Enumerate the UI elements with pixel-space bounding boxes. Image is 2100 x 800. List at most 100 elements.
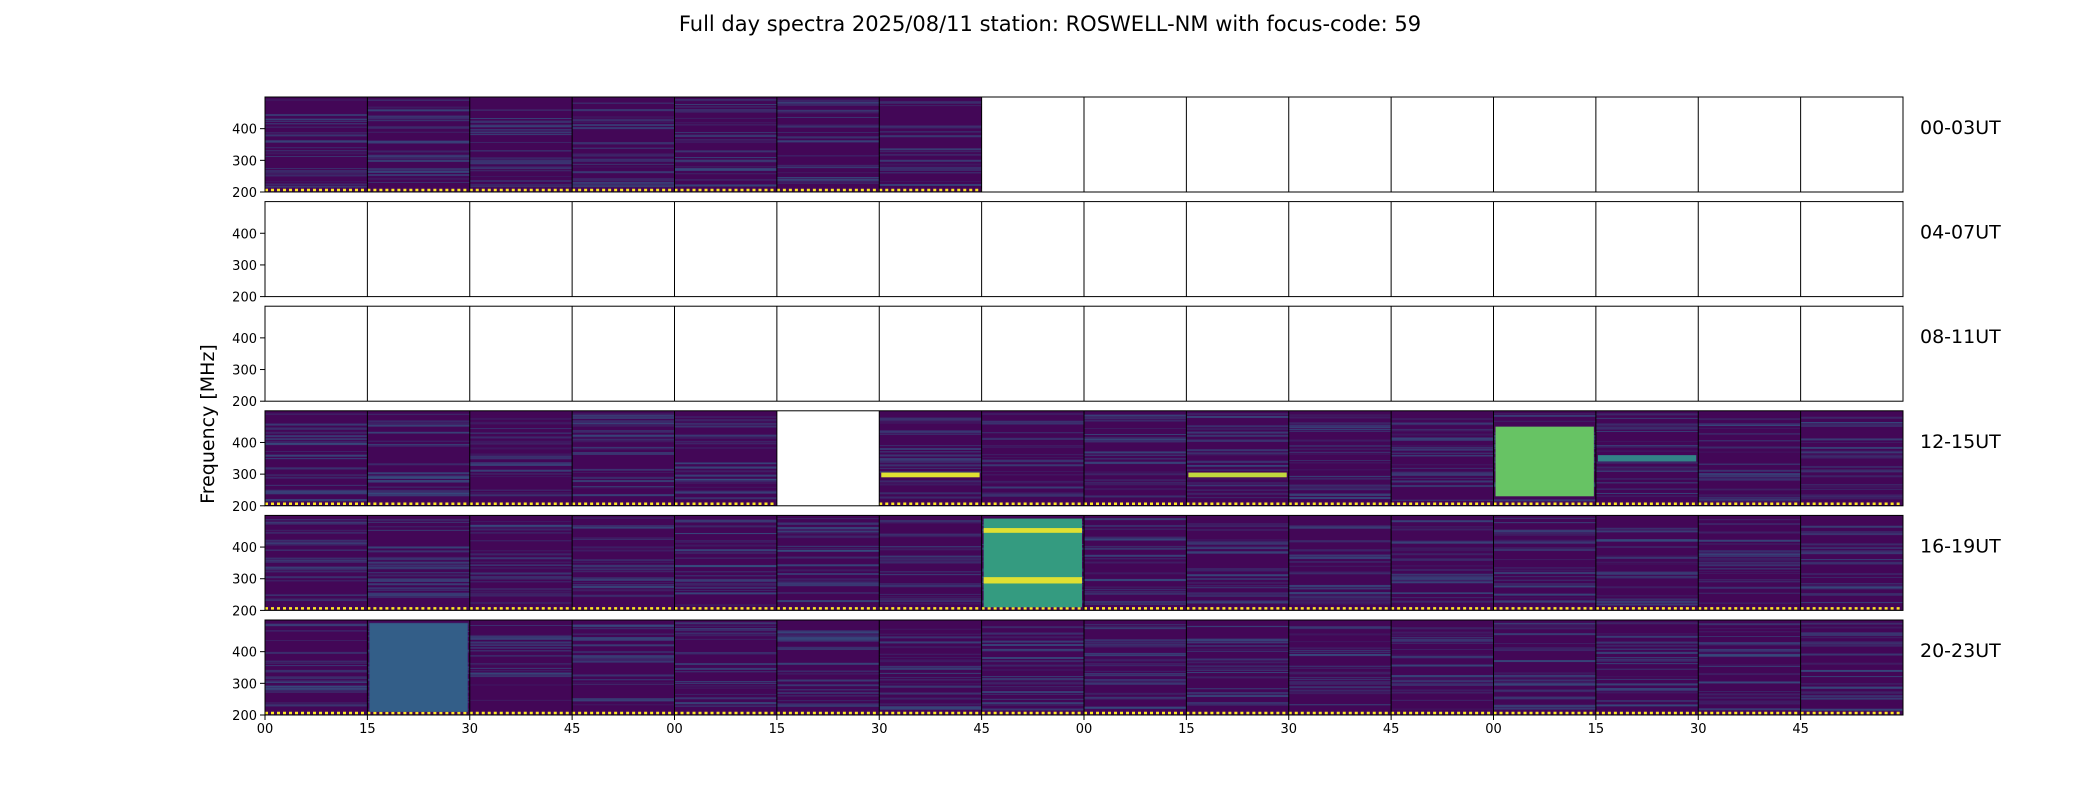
row-label: 12-15UT bbox=[1920, 431, 2001, 453]
spectrum-panel bbox=[674, 620, 777, 715]
x-tick-label: 30 bbox=[1690, 722, 1707, 737]
burst-mark bbox=[1495, 426, 1594, 497]
spectrum-panel bbox=[1698, 620, 1801, 715]
spectrum-panel bbox=[367, 97, 470, 192]
burst-mark bbox=[1597, 455, 1697, 462]
y-tick-label: 400 bbox=[232, 436, 257, 451]
row-label: 04-07UT bbox=[1920, 222, 2001, 244]
spectrum-panel bbox=[981, 620, 1084, 715]
spectrum-panel bbox=[367, 515, 470, 611]
spectrum-panel bbox=[1186, 410, 1289, 506]
x-tick-label: 45 bbox=[1792, 722, 1809, 737]
spectrum-panel bbox=[981, 410, 1084, 506]
spectrum-panel bbox=[1493, 515, 1596, 611]
burst-mark bbox=[1188, 472, 1287, 478]
spectrum-panel bbox=[469, 620, 573, 715]
y-tick-label: 200 bbox=[232, 604, 257, 619]
spectrum-panel bbox=[469, 515, 573, 611]
spectrum-panel bbox=[367, 410, 470, 506]
spectra-row-08-11UT: 200 300 400 08-11UT bbox=[232, 305, 2001, 410]
x-tick-label: 00 bbox=[1076, 722, 1093, 737]
burst-mark bbox=[983, 518, 1082, 608]
x-tick-label: 30 bbox=[1280, 722, 1297, 737]
y-tick-label: 300 bbox=[232, 677, 257, 692]
spectrum-panel bbox=[572, 620, 675, 715]
row-label: 00-03UT bbox=[1920, 117, 2001, 139]
spectrum-panel bbox=[1698, 515, 1801, 611]
spectrum-panel bbox=[1800, 410, 1903, 506]
spectrum-panel bbox=[674, 515, 777, 611]
spectrum-panel bbox=[674, 410, 777, 506]
burst-mark bbox=[369, 623, 468, 712]
y-tick-label: 400 bbox=[232, 332, 257, 347]
spectrum-panel bbox=[572, 97, 675, 192]
spectrum-panel bbox=[879, 620, 982, 715]
x-tick-label: 00 bbox=[1485, 722, 1502, 737]
x-tick-label: 15 bbox=[769, 722, 786, 737]
burst-mark bbox=[881, 472, 980, 478]
spectrum-panel bbox=[879, 515, 982, 611]
x-tick-label: 00 bbox=[666, 722, 683, 737]
spectrum-panel bbox=[1800, 515, 1903, 611]
x-tick-label: 30 bbox=[461, 722, 478, 737]
spectrum-panel bbox=[469, 410, 573, 506]
spectrum-panel bbox=[776, 515, 880, 611]
spectrum-panel bbox=[1186, 620, 1289, 715]
spectrum-panel bbox=[572, 410, 675, 506]
spectrum-panel bbox=[265, 97, 368, 192]
spectrum-panel bbox=[1288, 515, 1392, 611]
spectrum-panel bbox=[1493, 620, 1596, 715]
chart-title: Full day spectra 2025/08/11 station: ROS… bbox=[678, 12, 1422, 36]
burst-mark bbox=[983, 577, 1082, 584]
x-tick-label: 15 bbox=[1588, 722, 1605, 737]
y-tick-label: 200 bbox=[232, 291, 257, 306]
y-tick-label: 200 bbox=[232, 500, 257, 515]
spectrum-panel bbox=[1391, 515, 1494, 611]
x-tick-label: 45 bbox=[973, 722, 990, 737]
row-label: 20-23UT bbox=[1920, 640, 2001, 662]
y-tick-label: 400 bbox=[232, 123, 257, 138]
spectrum-panel bbox=[265, 620, 368, 715]
spectrum-panel bbox=[1391, 620, 1494, 715]
burst-mark bbox=[983, 528, 1082, 533]
spectrum-panel bbox=[1084, 620, 1187, 715]
spectrum-panel bbox=[1698, 410, 1801, 506]
spectrum-panel bbox=[1084, 410, 1187, 506]
x-tick-label: 30 bbox=[871, 722, 888, 737]
y-tick-label: 200 bbox=[232, 709, 257, 724]
spectrum-panel bbox=[265, 515, 368, 611]
y-tick-label: 400 bbox=[232, 646, 257, 661]
spectrum-panel bbox=[1288, 620, 1392, 715]
y-tick-label: 300 bbox=[232, 154, 257, 169]
spectrum-panel bbox=[1800, 620, 1903, 715]
spectrum-panel bbox=[776, 97, 880, 192]
row-label: 08-11UT bbox=[1920, 326, 2001, 348]
spectrum-panel bbox=[1595, 620, 1699, 715]
spectrum-panel bbox=[1391, 410, 1494, 506]
spectrum-panel bbox=[1186, 515, 1289, 611]
spectrum-panel bbox=[1288, 410, 1392, 506]
spectra-row-04-07UT: 200 300 400 04-07UT bbox=[232, 201, 2001, 306]
spectrum-panel bbox=[674, 97, 777, 192]
spectrum-panel bbox=[265, 410, 368, 506]
y-tick-label: 400 bbox=[232, 227, 257, 242]
y-tick-label: 300 bbox=[232, 573, 257, 588]
spectra-row-16-19UT: 200 300 400 16-19UT bbox=[232, 514, 2001, 619]
spectra-row-00-03UT: 200 300 400 00-03UT bbox=[232, 96, 2001, 201]
spectra-row-12-15UT: 200 300 400 12-15UT bbox=[232, 410, 2001, 515]
row-label: 16-19UT bbox=[1920, 535, 2001, 557]
x-tick-label: 15 bbox=[1178, 722, 1195, 737]
y-tick-label: 400 bbox=[232, 541, 257, 556]
spectra-row-20-23UT: 200 300 400 20-23UT bbox=[232, 619, 2001, 724]
spectrum-panel bbox=[879, 410, 982, 506]
x-tick-label: 15 bbox=[359, 722, 376, 737]
x-tick-label: 45 bbox=[564, 722, 581, 737]
y-tick-label: 300 bbox=[232, 468, 257, 483]
spectrum-panel bbox=[572, 515, 675, 611]
spectrum-panel bbox=[879, 97, 982, 192]
spectrum-panel bbox=[776, 620, 880, 715]
y-tick-label: 300 bbox=[232, 259, 257, 274]
y-tick-label: 200 bbox=[232, 395, 257, 410]
spectrum-panel bbox=[1084, 515, 1187, 611]
